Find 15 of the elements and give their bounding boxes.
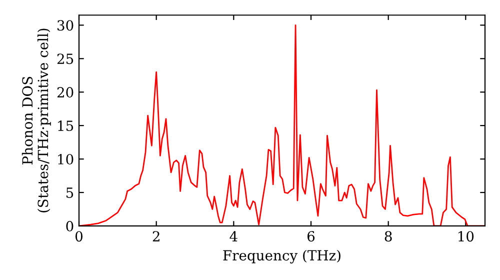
x-tick-label: 8 bbox=[384, 231, 392, 242]
y-tick-label: 15 bbox=[58, 120, 74, 132]
x-tick-label: 0 bbox=[75, 231, 82, 242]
x-tick-label: 6 bbox=[308, 231, 315, 242]
y-tick-label: 20 bbox=[57, 87, 74, 98]
x-tick-label: 4 bbox=[230, 231, 238, 242]
y-axis-title: Phonon DOS (States/THz·primitive cell) bbox=[22, 28, 51, 212]
x-tick-label: 2 bbox=[152, 231, 160, 242]
y-tick-label: 0 bbox=[66, 220, 74, 232]
y-tick-label: 30 bbox=[58, 20, 74, 31]
y-tick-label: 10 bbox=[58, 154, 74, 164]
x-axis-title: Frequency (THz) bbox=[223, 250, 340, 264]
y-tick-label: 25 bbox=[57, 54, 74, 64]
x-tick-label: 10 bbox=[458, 231, 474, 242]
y-tick-label: 5 bbox=[66, 188, 74, 198]
